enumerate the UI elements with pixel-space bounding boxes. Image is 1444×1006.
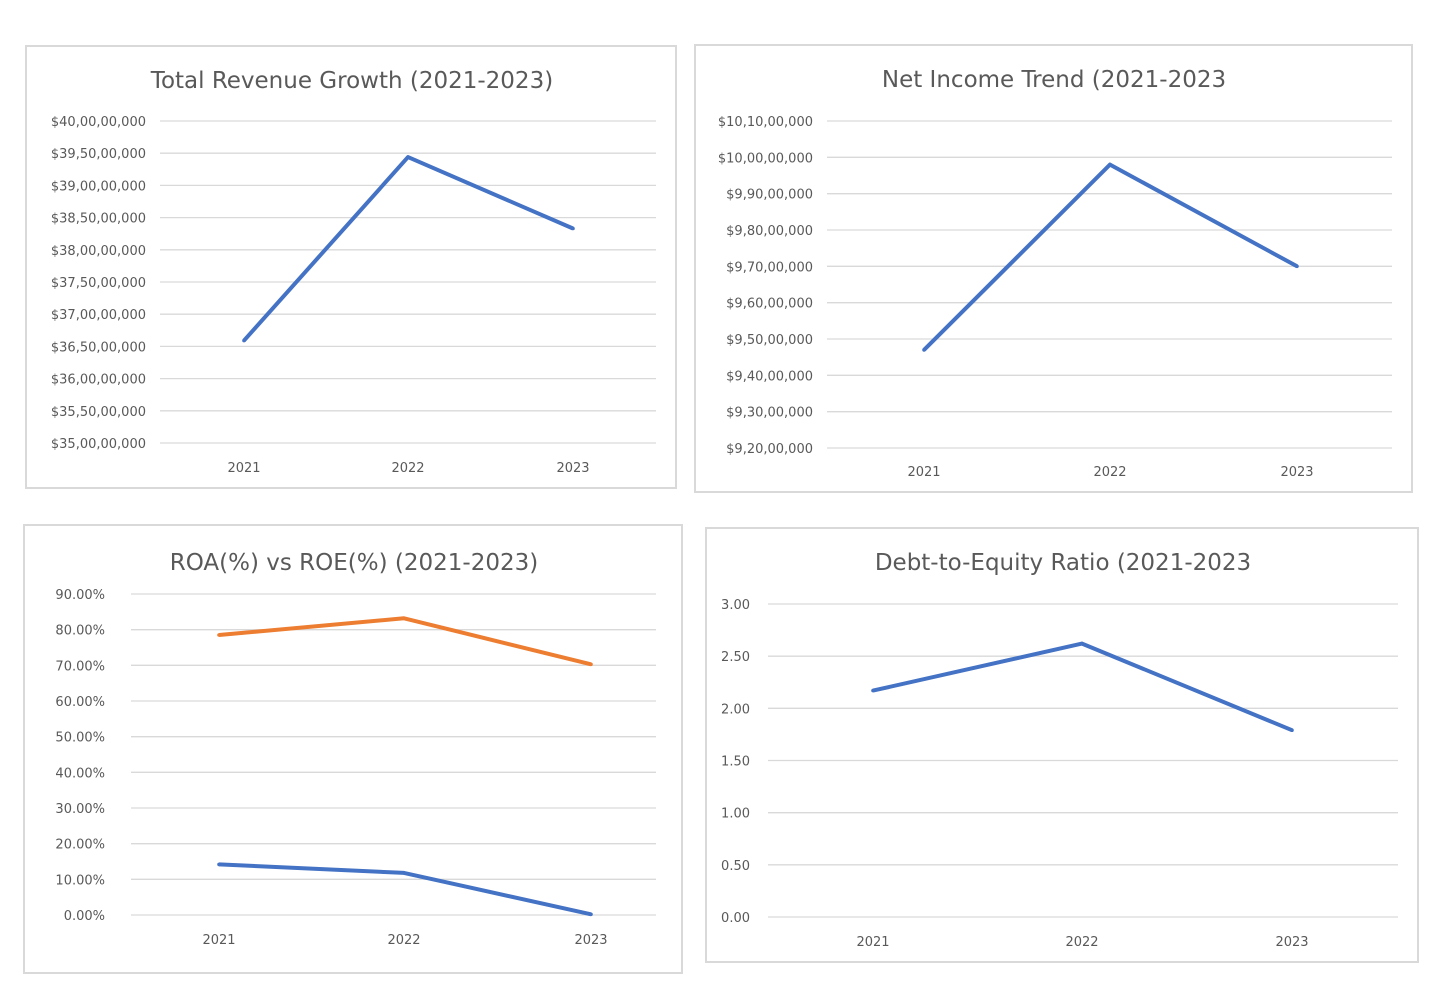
y-tick-label: $9,90,00,000 [726,188,813,203]
data-point [402,871,406,875]
y-tick-label: 1.50 [721,755,750,770]
net-income-series-line-1 [922,162,1298,352]
data-point [406,155,410,159]
y-tick-label: $9,70,00,000 [726,260,813,275]
x-tick-label: 2022 [1093,465,1126,480]
x-tick-label: 2023 [1275,935,1308,950]
y-tick-label: $35,00,00,000 [51,437,146,452]
y-tick-label: $10,10,00,000 [718,115,813,130]
y-tick-label: 10.00% [55,873,105,888]
y-tick-label: $37,50,00,000 [51,276,146,291]
y-tick-label: 0.50 [721,859,750,874]
y-tick-label: $9,20,00,000 [726,442,813,457]
x-tick-label: 2021 [227,461,260,476]
y-tick-label: $9,30,00,000 [726,406,813,421]
data-point [242,338,246,343]
y-tick-label: 60.00% [55,695,105,710]
y-tick-label: $39,00,00,000 [51,179,146,194]
y-tick-label: $37,00,00,000 [51,308,146,323]
y-tick-label: 0.00% [64,909,105,924]
data-point [217,862,221,867]
y-tick-label: $39,50,00,000 [51,147,146,162]
net-income-chart-panel: Net Income Trend (2021-2023 $9,20,00,000 $… [694,44,1413,493]
y-tick-label: 2.50 [721,650,750,665]
revenue-chart-title: Total Revenue Growth (2021-2023) [150,68,553,94]
debt-equity-chart-panel: Debt-to-Equity Ratio (2021-2023 0.00 0.50 1… [705,527,1419,963]
y-tick-label: $36,00,00,000 [51,373,146,388]
data-point [1108,162,1112,167]
data-point [922,348,926,352]
y-tick-label: $35,50,00,000 [51,405,146,420]
x-tick-label: 2023 [1280,465,1313,480]
data-point [871,688,875,693]
y-tick-label: $36,50,00,000 [51,340,146,355]
data-point [1295,264,1299,269]
debt-equity-chart-title: Debt-to-Equity Ratio (2021-2023 [875,550,1251,576]
y-tick-label: 0.00 [721,911,750,926]
y-tick-label: 90.00% [55,588,105,603]
x-tick-label: 2022 [387,933,420,948]
net-income-chart: Net Income Trend (2021-2023 $9,20,00,000 $… [718,67,1392,480]
data-point [217,633,221,637]
x-tick-label: 2023 [574,933,607,948]
y-tick-label: 1.00 [721,807,750,822]
data-point [589,912,593,917]
revenue-series-line-1 [242,155,574,342]
data-point [1080,641,1084,646]
y-tick-label: 20.00% [55,838,105,853]
x-tick-label: 2021 [202,933,235,948]
net-income-chart-title: Net Income Trend (2021-2023 [882,67,1226,93]
y-tick-label: 2.00 [721,702,750,717]
data-point [1290,728,1294,732]
x-tick-label: 2022 [1065,935,1098,950]
y-tick-label: $9,60,00,000 [726,297,813,312]
revenue-chart: Total Revenue Growth (2021-2023) $35,00,0… [51,68,656,476]
y-tick-label: $38,00,00,000 [51,244,146,259]
y-tick-label: 30.00% [55,802,105,817]
roa-roe-chart: ROA(%) vs ROE(%) (2021-2023) 0.00% 10.00% 2… [55,550,656,948]
x-tick-label: 2021 [856,935,889,950]
y-tick-label: $9,50,00,000 [726,333,813,348]
y-tick-label: $9,40,00,000 [726,369,813,384]
x-tick-label: 2021 [907,465,940,480]
y-tick-label: $40,00,00,000 [51,115,146,130]
y-tick-label: 50.00% [55,731,105,746]
roa-roe-series-line-2 [218,616,592,667]
y-tick-label: $10,00,00,000 [718,151,813,166]
y-tick-label: 80.00% [55,624,105,639]
roa-roe-chart-title: ROA(%) vs ROE(%) (2021-2023) [170,550,538,576]
revenue-chart-panel: Total Revenue Growth (2021-2023) $35,00,0… [25,45,677,489]
data-point [402,616,406,621]
y-tick-label: 40.00% [55,766,105,781]
data-point [589,662,593,667]
y-tick-label: 70.00% [55,659,105,674]
roa-roe-chart-panel: ROA(%) vs ROE(%) (2021-2023) 0.00% 10.00% 2… [23,524,683,974]
x-tick-label: 2022 [391,461,424,476]
debt-equity-chart: Debt-to-Equity Ratio (2021-2023 0.00 0.50 1… [721,550,1398,950]
data-point [571,226,575,231]
y-tick-label: 3.00 [721,598,750,613]
x-tick-label: 2023 [556,461,589,476]
y-tick-label: $9,80,00,000 [726,224,813,239]
y-tick-label: $38,50,00,000 [51,212,146,227]
